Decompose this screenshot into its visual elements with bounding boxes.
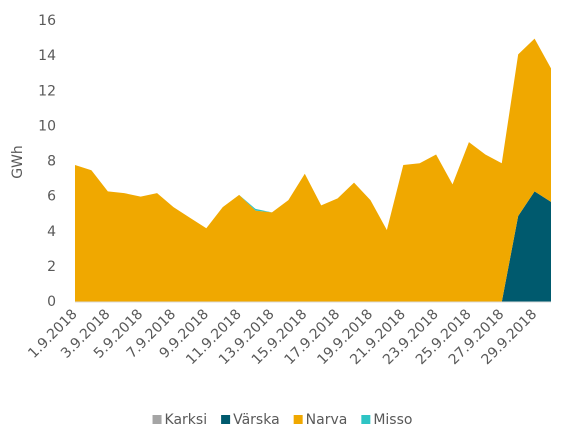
- legend-label: Misso: [373, 412, 412, 428]
- legend-swatch: [221, 415, 231, 424]
- legend-label: Karksi: [165, 412, 208, 428]
- y-tick-label: 16: [38, 13, 56, 29]
- legend-swatch: [152, 415, 162, 424]
- y-tick-label: 0: [47, 294, 56, 310]
- y-tick-label: 14: [38, 48, 56, 64]
- area: [75, 38, 551, 302]
- y-tick-label: 12: [38, 83, 56, 99]
- legend-label: Värska: [233, 412, 280, 428]
- y-axis-label: GWh: [10, 145, 26, 179]
- y-tick-label: 10: [38, 118, 56, 134]
- y-tick-label: 6: [47, 189, 56, 205]
- y-tick-label: 2: [47, 259, 56, 275]
- legend: Karksi Värska Narva Misso: [152, 412, 412, 428]
- y-tick-label: 4: [47, 224, 56, 240]
- legend-swatch: [361, 415, 371, 424]
- legend-swatch: [293, 415, 303, 424]
- y-tick-label: 8: [47, 154, 56, 170]
- legend-label: Narva: [306, 412, 348, 428]
